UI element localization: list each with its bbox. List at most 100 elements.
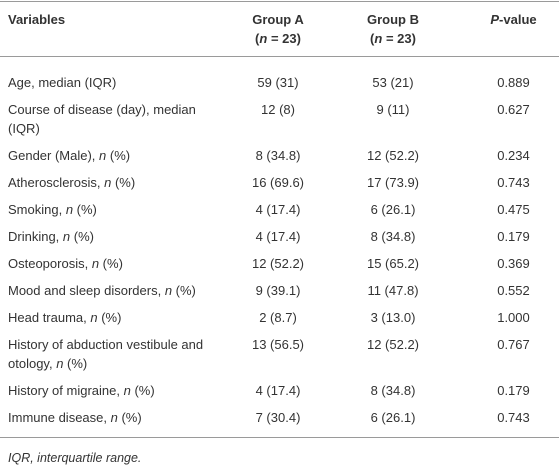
table-body: Age, median (IQR) 59 (31) 53 (21) 0.889 Cour… bbox=[0, 57, 559, 438]
cell: 0.627 bbox=[497, 102, 530, 117]
row-label: Drinking, n (%) bbox=[0, 223, 238, 250]
cell: 59 (31) bbox=[257, 75, 299, 90]
cell: 17 (73.9) bbox=[366, 175, 420, 190]
text-segment: n bbox=[259, 31, 268, 46]
text-segment: (%) bbox=[99, 256, 123, 271]
table-row: Mood and sleep disorders, n (%) 9 (39.1) 1… bbox=[0, 277, 559, 304]
cell: 8 (34.8) bbox=[370, 229, 416, 244]
text-segment: n bbox=[65, 202, 74, 217]
table-row: Smoking, n (%) 4 (17.4) 6 (26.1) 0.475 bbox=[0, 196, 559, 223]
text-segment: Osteoporosis, bbox=[8, 256, 92, 271]
text-segment: n bbox=[110, 410, 118, 425]
footnote: IQR, interquartile range. bbox=[8, 451, 142, 465]
text-segment: (%) bbox=[130, 383, 155, 398]
cell: 1.000 bbox=[497, 310, 530, 325]
header-line: (n = 23) bbox=[326, 29, 460, 48]
header-line: Group B bbox=[326, 10, 460, 29]
cell: 0.743 bbox=[497, 410, 530, 425]
row-label: Course of disease (day), median (IQR) bbox=[0, 96, 238, 142]
cell: 16 (69.6) bbox=[251, 175, 305, 190]
cell: 4 (17.4) bbox=[255, 202, 301, 217]
text-segment: Head trauma, bbox=[8, 310, 91, 325]
cell: 8 (34.8) bbox=[255, 148, 301, 163]
text-segment: n bbox=[91, 256, 100, 271]
table-row: Gender (Male), n (%) 8 (34.8) 12 (52.2) 0.2… bbox=[0, 142, 559, 169]
header-line: Group A bbox=[246, 10, 310, 29]
cell: 0.552 bbox=[497, 283, 530, 298]
row-label: Smoking, n (%) bbox=[0, 196, 238, 223]
text-segment: (%) bbox=[106, 148, 131, 163]
table-header: Variables Group A (n = 23) Group B (n = 23) P… bbox=[0, 1, 559, 57]
cell: 4 (17.4) bbox=[255, 383, 301, 398]
row-label: Head trauma, n (%) bbox=[0, 304, 238, 331]
text-segment: n bbox=[99, 148, 107, 163]
text-segment: Immune disease, bbox=[8, 410, 111, 425]
cell: 53 (21) bbox=[372, 75, 414, 90]
row-label: Immune disease, n (%) bbox=[0, 404, 238, 438]
text-segment: n bbox=[56, 356, 64, 371]
text-segment: Smoking, bbox=[8, 202, 66, 217]
cell: 0.743 bbox=[497, 175, 530, 190]
cell: 13 (56.5) bbox=[251, 337, 305, 352]
text-segment: Course of disease (day), median (IQR) bbox=[8, 102, 196, 136]
table-row: Atherosclerosis, n (%) 16 (69.6) 17 (73.9)… bbox=[0, 169, 559, 196]
text-segment: n bbox=[374, 31, 383, 46]
cell: 0.767 bbox=[497, 337, 530, 352]
text-segment: (%) bbox=[111, 175, 136, 190]
row-label: Mood and sleep disorders, n (%) bbox=[0, 277, 238, 304]
table-row: History of migraine, n (%) 4 (17.4) 8 (34.… bbox=[0, 377, 559, 404]
text-segment: ( bbox=[370, 31, 375, 46]
header-line: (n = 23) bbox=[246, 29, 310, 48]
text-segment: = 23) bbox=[267, 31, 301, 46]
cell: 12 (8) bbox=[261, 102, 295, 117]
text-segment: Atherosclerosis, bbox=[8, 175, 105, 190]
header-line: P-value bbox=[476, 10, 551, 29]
text-segment: (%) bbox=[63, 356, 88, 371]
cell: 3 (13.0) bbox=[370, 310, 416, 325]
row-label: Osteoporosis, n (%) bbox=[0, 250, 238, 277]
row-label: Age, median (IQR) bbox=[0, 57, 238, 97]
table-row: History of abduction vestibule and otolo… bbox=[0, 331, 559, 377]
text-segment: P bbox=[490, 12, 500, 27]
cell: 0.179 bbox=[497, 383, 530, 398]
text-segment: Group B bbox=[367, 12, 419, 27]
table-row: Immune disease, n (%) 7 (30.4) 6 (26.1) 0.7… bbox=[0, 404, 559, 438]
text-segment: (%) bbox=[172, 283, 196, 298]
cell: 4 (17.4) bbox=[255, 229, 301, 244]
cell: 12 (52.2) bbox=[366, 337, 420, 352]
table-row: Age, median (IQR) 59 (31) 53 (21) 0.889 bbox=[0, 57, 559, 97]
header-row: Variables Group A (n = 23) Group B (n = 23) P… bbox=[0, 1, 559, 57]
table-row: Osteoporosis, n (%) 12 (52.2) 15 (65.2) 0.3… bbox=[0, 250, 559, 277]
cell: 0.475 bbox=[497, 202, 530, 217]
text-segment: n bbox=[90, 310, 98, 325]
text-segment: n bbox=[164, 283, 173, 298]
text-segment: Group A bbox=[252, 12, 304, 27]
text-segment: (%) bbox=[73, 202, 97, 217]
text-segment: (%) bbox=[97, 310, 122, 325]
text-segment: History of abduction vestibule and otolo… bbox=[8, 337, 204, 371]
table-row: Drinking, n (%) 4 (17.4) 8 (34.8) 0.179 bbox=[0, 223, 559, 250]
text-segment: = 23) bbox=[382, 31, 416, 46]
header-line: Variables bbox=[8, 10, 230, 29]
text-segment: n bbox=[62, 229, 71, 244]
cell: 7 (30.4) bbox=[255, 410, 301, 425]
text-segment: Mood and sleep disorders, bbox=[8, 283, 165, 298]
table-row: Course of disease (day), median (IQR) 12 … bbox=[0, 96, 559, 142]
header-cell: Group B (n = 23) bbox=[318, 2, 468, 57]
cell: 2 (8.7) bbox=[259, 310, 297, 325]
text-segment: -value bbox=[499, 12, 537, 27]
text-segment: Variables bbox=[8, 12, 66, 27]
data-table: Variables Group A (n = 23) Group B (n = 23) P… bbox=[0, 1, 559, 438]
row-label: Atherosclerosis, n (%) bbox=[0, 169, 238, 196]
cell: 0.179 bbox=[497, 229, 530, 244]
text-segment: Drinking, bbox=[8, 229, 63, 244]
cell: 9 (11) bbox=[376, 102, 410, 117]
cell: 12 (52.2) bbox=[366, 148, 420, 163]
cell: 6 (26.1) bbox=[370, 410, 416, 425]
header-cell: Group A (n = 23) bbox=[238, 2, 318, 57]
row-label: History of migraine, n (%) bbox=[0, 377, 238, 404]
text-segment: Gender (Male), bbox=[8, 148, 100, 163]
cell: 0.889 bbox=[497, 75, 530, 90]
text-segment: n bbox=[123, 383, 131, 398]
